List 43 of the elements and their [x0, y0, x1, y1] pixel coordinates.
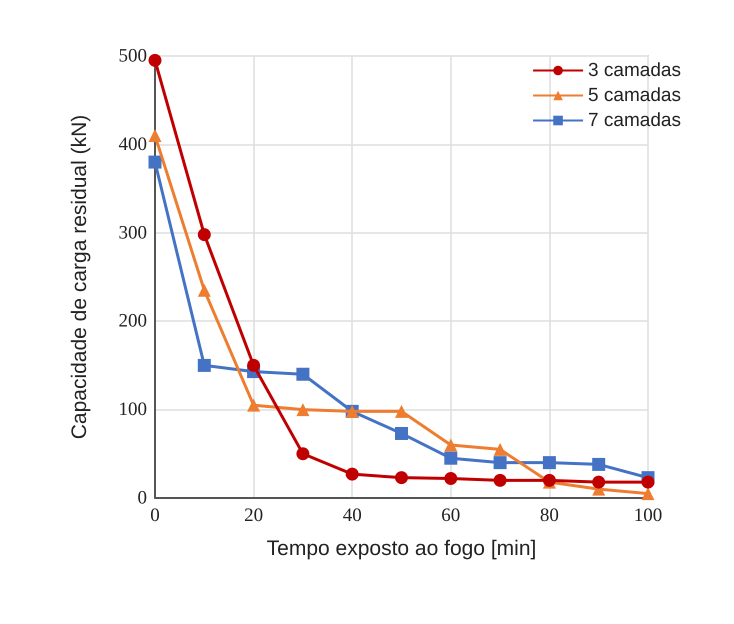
point [148, 129, 162, 142]
point [296, 403, 310, 416]
x-tick-label: 60 [441, 505, 460, 526]
point [395, 426, 408, 440]
point [395, 471, 408, 484]
y-tick-label: 500 [118, 46, 147, 66]
point [592, 476, 606, 489]
y-tick-label: 200 [118, 310, 147, 332]
x-tick-label: 0 [150, 505, 160, 526]
point [542, 456, 556, 470]
point [494, 474, 507, 487]
legend-label: 7 camadas [588, 110, 682, 131]
point [247, 398, 260, 412]
y-tick-label: 300 [118, 222, 147, 244]
legend-label: 5 camadas [588, 85, 682, 106]
point [247, 358, 260, 372]
x-tick-label: 40 [342, 505, 362, 526]
point [642, 476, 654, 489]
y-tick-label: 0 [138, 488, 147, 508]
point [494, 442, 507, 456]
point [346, 468, 359, 481]
point [642, 487, 654, 500]
x-tick-label: 100 [634, 505, 662, 526]
point [198, 284, 211, 297]
point [444, 472, 458, 486]
point [198, 228, 211, 242]
point [296, 447, 310, 460]
point [494, 456, 507, 470]
legend-label: 3 camadas [588, 60, 682, 81]
point [296, 368, 310, 381]
point [148, 54, 162, 67]
x-axis-title: Tempo exposto ao fogo [min] [266, 537, 536, 560]
point [148, 156, 162, 169]
y-tick-label: 100 [118, 399, 147, 420]
point [395, 404, 408, 418]
x-tick-label: 20 [244, 505, 264, 526]
point [444, 438, 458, 452]
point [198, 358, 211, 372]
point [444, 452, 458, 465]
y-tick-label: 400 [118, 134, 147, 155]
point [592, 458, 606, 471]
x-tick-label: 80 [540, 505, 559, 526]
y-axis-title: Capacidade de carga residual (kN) [68, 114, 91, 440]
